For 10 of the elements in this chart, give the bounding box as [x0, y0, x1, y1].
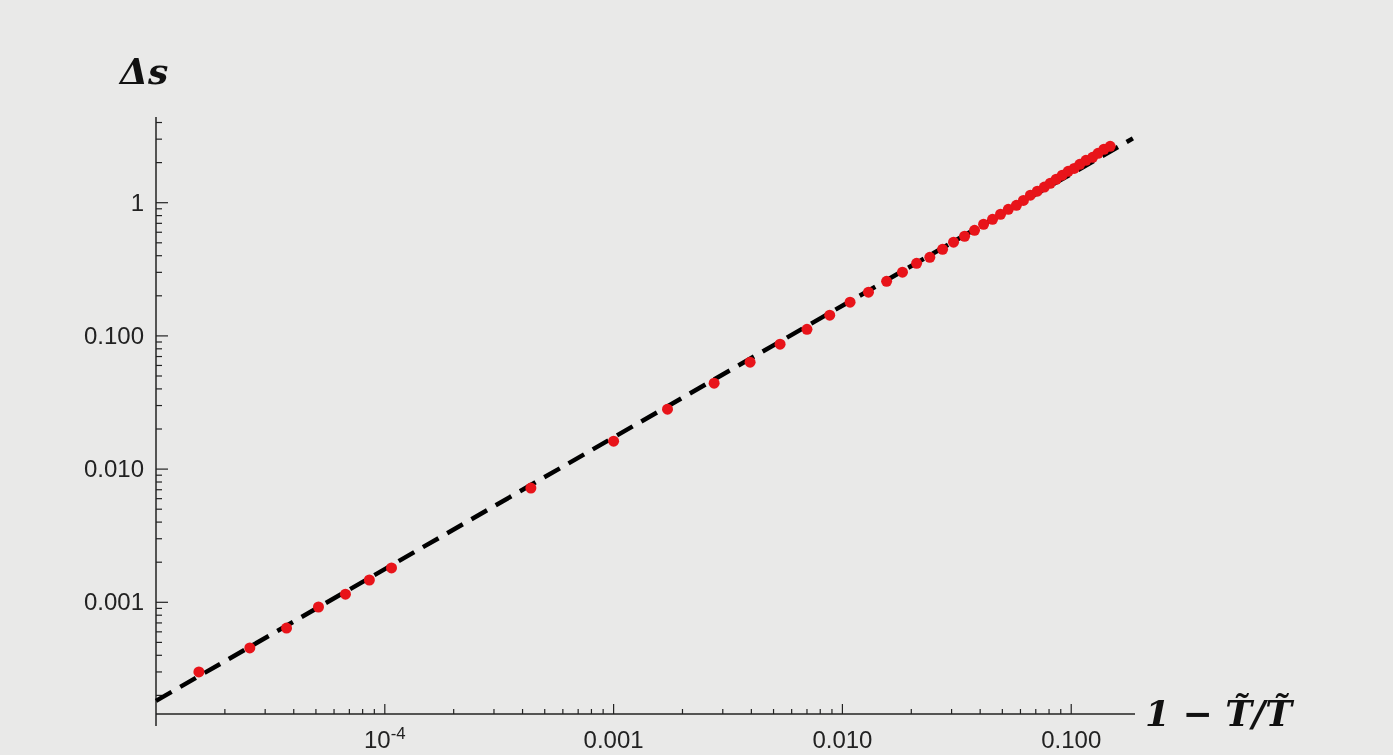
x-axis-title: 1 − T̃/T̃: [1145, 692, 1295, 734]
x-tick-label: 0.010: [812, 726, 873, 753]
y-tick-label: 0.010: [83, 455, 144, 483]
y-axis-title: Δs: [118, 50, 169, 92]
y-tick-label: 0.100: [83, 321, 144, 349]
x-tick-label: 10$^{-4}$: [363, 723, 406, 753]
y-tick-label: 0.001: [83, 588, 144, 616]
x-tick-label: 0.100: [1041, 726, 1102, 753]
x-tick-label: 0.001: [583, 726, 644, 753]
y-tick-label: 1: [130, 188, 144, 216]
